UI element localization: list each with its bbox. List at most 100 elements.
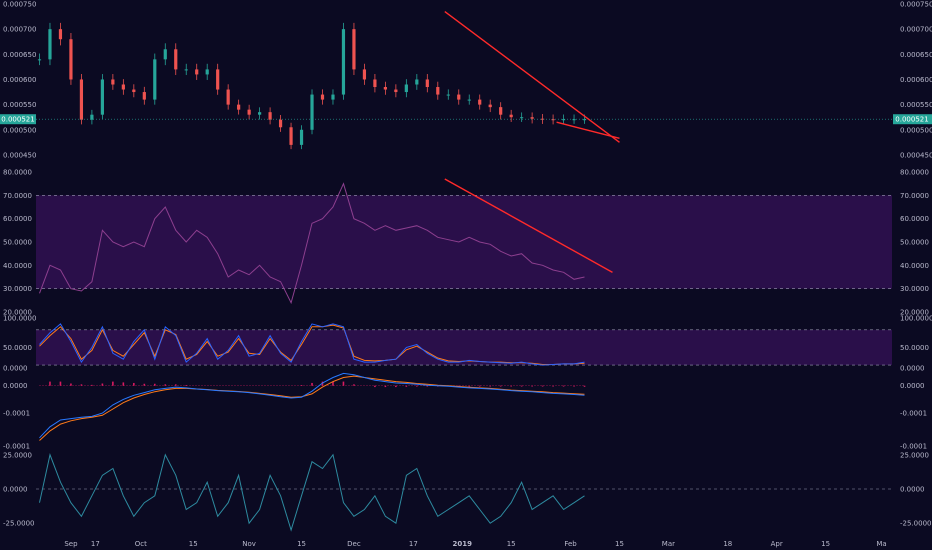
macd-tick-left-1: -0.0001 [3,410,30,418]
time-axis-label-1: 17 [91,540,100,548]
candle-body [488,104,492,108]
stoch-tick-left-2: 0.0000 [3,365,28,373]
macd-tick-left-0: 0.0000 [3,382,28,390]
macd-histogram-bar [520,385,523,387]
candle-body [415,79,419,85]
rsi-tick-left-3: 50.0000 [3,239,32,247]
macd-histogram-bar [510,385,512,387]
price-tick-right-6: 0.000450 [900,151,932,159]
oscillator-pane: 25.0000 25.0000 0.0000 0.0000 -25.0000 -25.00… [3,451,931,532]
stoch-tick-left-1: 50.0000 [3,344,32,352]
candle-body [551,119,555,121]
macd-histogram-bar [153,383,156,386]
time-axis-label-3: 15 [189,540,198,548]
candle-body [436,87,440,95]
current-price-tag-right [893,114,932,125]
macd-line [39,372,585,439]
rsi-tick-left-5: 30.0000 [3,285,32,293]
candle-body [153,59,157,100]
rsi-tick-left-1: 70.0000 [3,192,32,200]
macd-histogram-bar [49,381,51,386]
rsi-tick-left-4: 40.0000 [3,262,32,270]
candle-body [37,59,42,61]
candle-body [100,79,104,115]
rsi-trendline [444,178,613,273]
candle-body [278,119,283,128]
candle-body [352,29,356,70]
macd-pane: 0.0000 0.0000 -0.0001 -0.0001 -0.0001 -0.0001 [3,372,927,451]
candle-body [79,79,84,120]
macd-histogram-bar [164,384,167,386]
macd-histogram-bar [405,385,408,387]
candle-body [499,107,503,115]
trendline-upper [444,10,620,143]
oscillator-tick-right-1: 0.0000 [900,486,925,494]
candle-body [48,29,52,60]
oscillator-tick-left-0: 25.0000 [3,451,32,459]
stoch-band [36,329,892,366]
time-axis-label-5: 15 [297,540,306,548]
rsi-line [39,182,585,305]
rsi-pane: 80.0000 80.0000 70.0000 70.0000 60.0000 60.00… [3,169,929,317]
time-axis-label-16: Ma [876,540,886,548]
candle-body [362,69,367,80]
macd-histogram-bar [112,381,114,386]
rsi-tick-left-6: 20.0000 [3,309,32,317]
macd-histogram-bar [562,385,565,387]
macd-tick-right-2: -0.0001 [900,443,927,451]
price-tick-left-6: 0.000450 [3,151,36,159]
macd-histogram-bar [80,384,83,386]
stoch-tick-right-1: 50.0000 [900,344,929,352]
rsi-tick-left-0: 80.0000 [3,169,32,177]
time-axis-label-10: Feb [564,540,577,548]
stoch-k-line [39,323,585,366]
macd-histogram-bar [384,385,387,388]
macd-histogram-bar [300,385,303,386]
macd-histogram-bar [573,385,575,387]
oscillator-tick-right-0: 25.0000 [900,451,929,459]
candle-body [572,119,576,121]
price-tick-left-2: 0.000650 [3,51,36,59]
candle-body [111,79,115,85]
candle-body [195,69,199,75]
price-tick-right-4: 0.000550 [900,101,932,109]
macd-histogram-bar [468,385,471,387]
candle-body [383,87,387,90]
macd-histogram-bar [478,385,481,387]
stoch-tick-right-0: 100.0000 [900,315,932,323]
macd-histogram-bar [353,384,355,386]
oscillator-line [39,453,585,532]
macd-histogram-bar [91,384,93,386]
trendline-lower [556,121,620,140]
macd-histogram-bar [321,381,324,386]
oscillator-tick-left-2: -25.0000 [3,520,34,528]
candle-body [226,89,230,105]
candle-body [58,29,63,40]
macd-histogram-bar [143,383,146,386]
time-axis-label-9: 15 [507,540,516,548]
time-axis-label-14: Apr [771,540,783,548]
candle-body [425,79,429,88]
price-tick-left-4: 0.000550 [3,101,36,109]
macd-histogram-bar [374,385,376,388]
current-price-tag-left [0,114,36,125]
macd-histogram-bar [122,382,125,386]
macd-histogram-bar [583,385,586,387]
price-pane: 0.000750 0.000750 0.000700 0.000700 0.000650… [0,1,932,159]
macd-histogram-bar [489,385,492,387]
candle-body [247,109,251,115]
time-axis-label-2: Oct [135,540,147,548]
candle-body [90,114,94,120]
rsi-band [36,195,892,289]
candle-body [404,84,408,93]
price-tick-right-5: 0.000500 [900,126,932,134]
price-tick-right-1: 0.000700 [900,26,932,34]
candle-body [132,89,136,93]
oscillator-tick-right-2: -25.0000 [900,520,931,528]
price-tick-right-0: 0.000750 [900,1,932,9]
stoch-tick-left-0: 100.0000 [3,315,36,323]
macd-histogram-bar [185,385,188,386]
macd-tick-left-2: -0.0001 [3,443,30,451]
candle-body [394,89,398,93]
